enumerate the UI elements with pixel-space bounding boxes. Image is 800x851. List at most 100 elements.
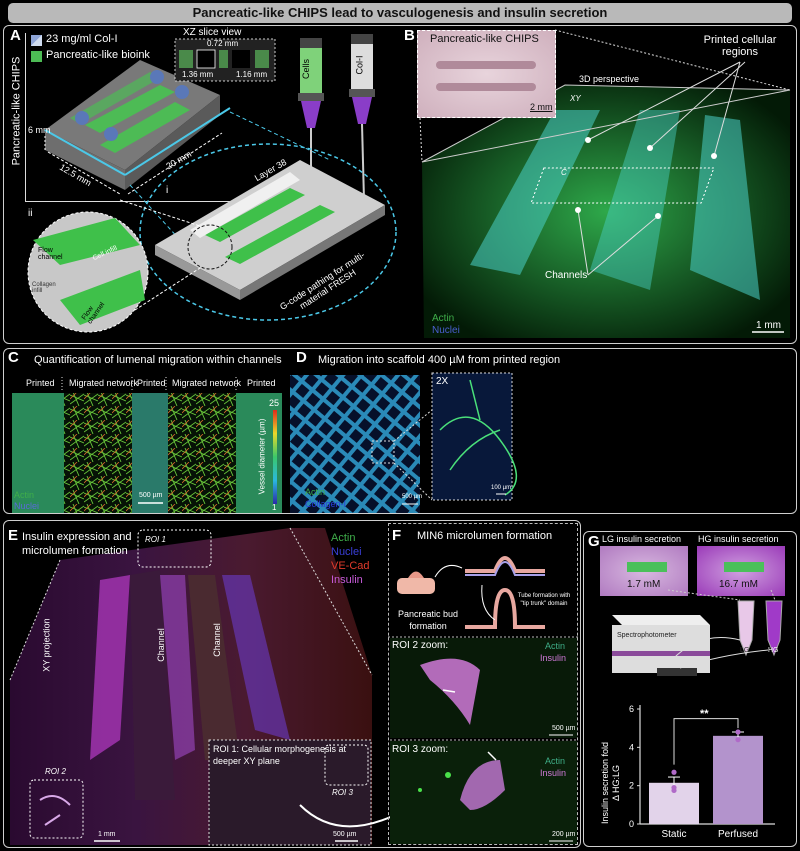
roi3-label: ROI 3 [332,788,353,797]
printed-region [590,110,680,290]
lg-chip-channel [627,562,667,572]
d-stain-actin: Actin [305,487,326,497]
panel-f-frame [388,523,578,845]
b-microscopy-field [422,85,790,338]
e-stain-insulin: Insulin [331,574,363,586]
data-point [671,787,677,794]
zoom-circle-marker [187,224,233,270]
d-zoom-label: 2X [436,376,449,387]
inset-title: Pancreatic-like CHIPS [430,33,539,45]
colorbar-max: 25 [269,398,280,408]
d-roi-box [371,440,395,464]
colorbar-min: 1 [272,503,277,512]
e-channel [188,575,240,760]
pancreatic-bud [397,578,435,594]
x-tick-label: Perfused [718,829,758,840]
roi2-label: ROI 2 [45,767,66,776]
roi3-zoom-label: ROI 3 zoom: [392,744,449,755]
panel-c-image [12,377,282,513]
region-printed-3: Printed [247,378,276,388]
port-icon [104,127,118,141]
roi-c-label: C [561,168,567,177]
data-point [735,737,741,743]
roi2-zoom-image [390,638,577,738]
legend-colI: 23 mg/ml Col-I [46,33,118,45]
bioink-stripe [100,102,190,153]
panel-e-title: Insulin expression and microlumen format… [22,531,132,557]
panel-b-label: B [404,27,415,44]
print-bed [155,160,385,290]
c-scale-label: 500 µm [139,492,163,499]
e-stain-actin: Actin [331,532,356,544]
hg-chip-channel [724,562,764,572]
port-icon [150,70,164,84]
e-channel [130,570,175,800]
axis-frame [25,33,236,202]
tube-label: Tube formation with "tip trunk" domain [517,593,571,607]
e-stain-vecad: VE-Cad [331,560,370,572]
sub-i-label: i [166,185,169,196]
chip-block-front [45,130,125,190]
panel-f-title: MIN6 microlumen formation [417,530,553,542]
e-insulin-band [90,575,130,760]
chip-block-side [125,95,220,190]
roi2-scale: 500 µm [552,725,576,732]
panel-cd-frame [3,348,797,514]
panel-e-label: E [8,527,19,544]
figure-title: Pancreatic-like CHIPS lead to vasculogen… [192,5,608,20]
roi2-zoom-label: ROI 2 zoom: [392,640,449,651]
data-point [735,729,741,735]
lg-title: LG insulin secretion [602,534,682,544]
port-icon [75,111,89,125]
roi1-box [137,529,212,568]
region-printed-2: Printed [137,378,166,388]
c-stain-actin: Actin [14,490,35,500]
roi-c-box [530,167,715,204]
panel-ef-frame [3,520,581,848]
panel-a-label: A [10,27,21,44]
f-roi2-actin: Actin [545,641,566,651]
roi3-scale: 200 µm [552,831,576,838]
tube-hg-label: HG [768,647,779,654]
data-point [671,769,677,775]
panel-b-image [419,29,791,338]
chips-photo-inset [417,30,556,118]
bud-label: Pancreatic bud formation [397,609,459,631]
legend-bioink-swatch [31,51,42,62]
f-roi2-insulin: Insulin [540,653,567,663]
roi3-box [324,744,369,786]
panel-c-label: C [8,349,19,366]
stain-nuclei: Nuclei [432,325,460,336]
c-migrated-band [64,393,132,513]
xz-dim-1: 1.36 mm [182,70,214,79]
panel-g-label: G [588,533,600,550]
panel-d-label: D [296,349,307,366]
panel-g-frame [583,531,797,847]
c-stain-nuclei: Nuclei [14,501,40,511]
region-migrated-2: Migrated network [172,378,242,388]
c-migrated-band [168,393,236,513]
figure-title-bar [8,3,792,23]
bioink-stripe [70,72,160,124]
roi1-scale-label: 500 µm [333,831,357,838]
spectrophotometer [612,625,710,673]
chart-ylabel: Insulin secretion fold Δ HG:LG [600,741,621,825]
f-roi3-insulin: Insulin [540,768,567,778]
d-mesh-field [290,375,420,513]
perspective-label: 3D perspective [579,74,640,84]
y-tick-label: 0 [629,819,634,829]
panel-c-title: Quantification of lumenal migration with… [34,354,282,366]
hg-concentration: 16.7 mM [719,579,758,590]
colorbar [273,410,277,504]
legend-bioink: Pancreatic-like bioink [46,49,150,61]
b-scale-bar-label: 1 mm [756,320,781,331]
e-insulin-band [160,575,195,760]
bed-green-stripe [225,205,335,264]
bar-perfused [713,735,763,824]
legend-colI-swatch [31,35,42,46]
y-tick-label: 6 [629,704,634,714]
c-printed-band [132,393,168,513]
